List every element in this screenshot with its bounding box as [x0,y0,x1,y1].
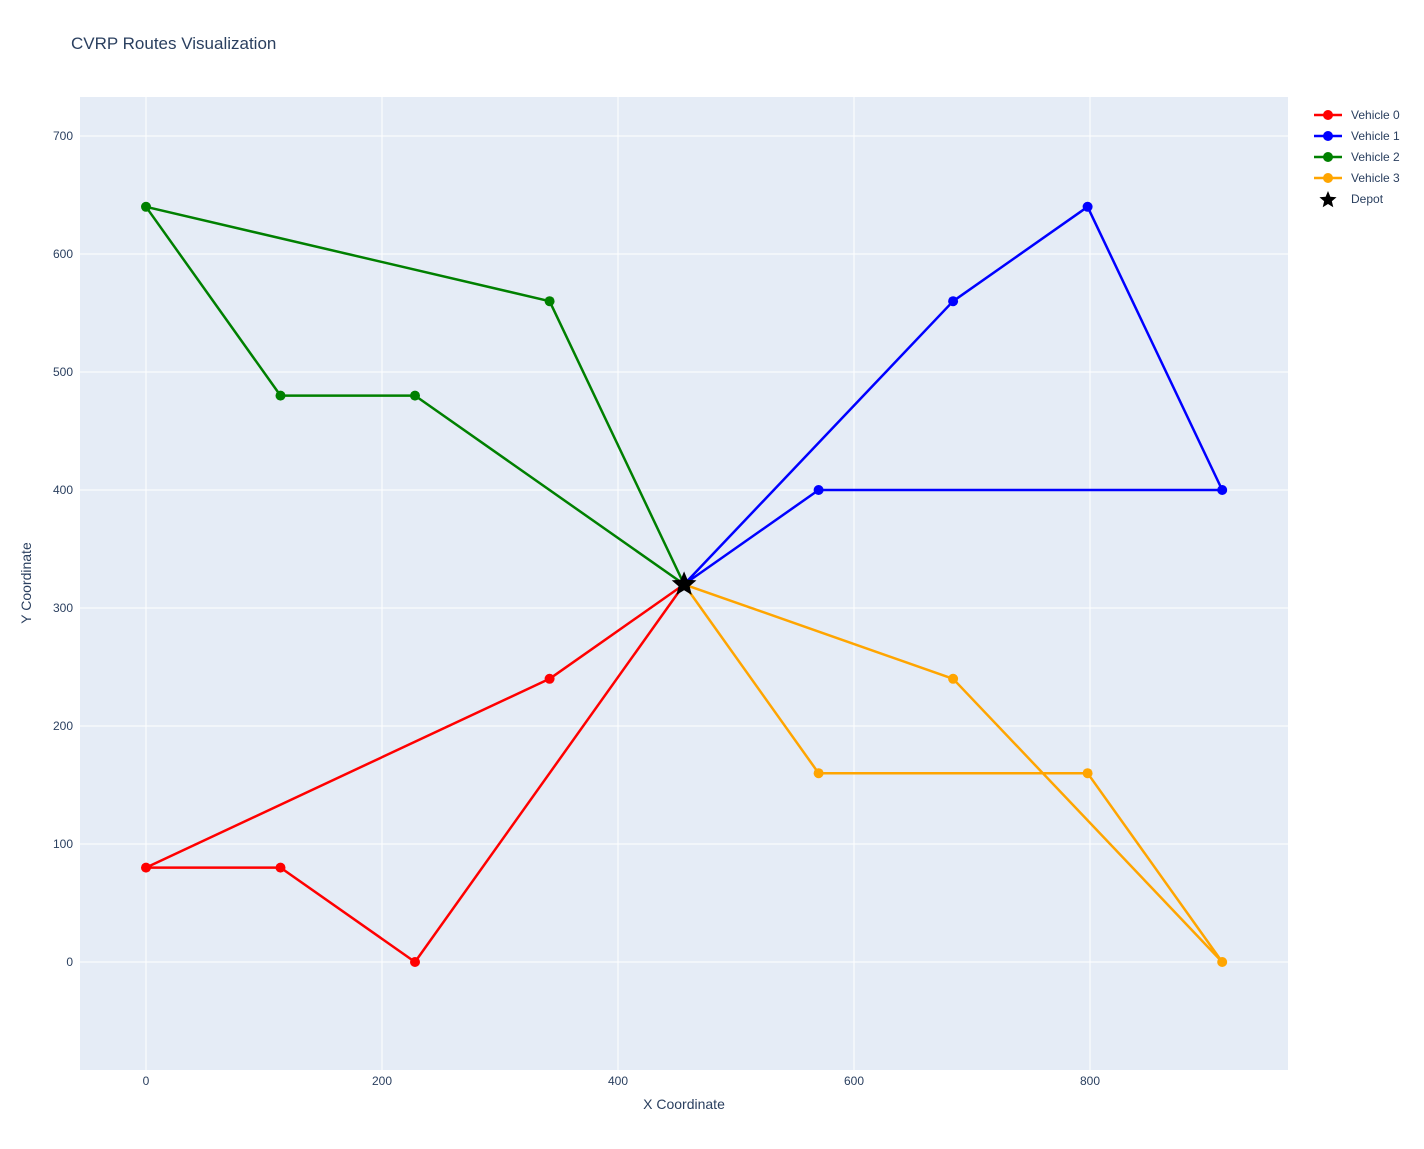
route-marker-vehicle-2-2 [141,201,151,212]
y-axis-title: Y Coordinate [18,542,34,624]
legend-line-dot-icon [1314,151,1342,162]
route-marker-vehicle-3-1 [813,768,824,779]
route-marker-vehicle-3-3 [1217,957,1228,967]
depot-marker [671,571,697,595]
legend-line-dot-icon [1314,172,1342,183]
x-tick-label-600: 600 [843,1074,865,1088]
legend-label: Vehicle 3 [1351,170,1400,185]
y-tick-label-200: 200 [52,719,73,733]
route-line-vehicle-3 [683,583,1224,964]
legend-label: Vehicle 0 [1351,107,1400,122]
legend-item-vehicle-2[interactable]: Vehicle 2 [1312,146,1400,167]
route-marker-vehicle-3-4 [948,673,959,684]
route-marker-vehicle-0-2 [141,862,151,873]
route-marker-vehicle-3-2 [1082,768,1093,779]
route-marker-vehicle-1-1 [813,485,824,495]
chart-title: CVRP Routes Visualization [71,34,277,53]
legend-star-icon [1319,190,1337,207]
route-line-vehicle-1 [683,205,1224,586]
route-marker-vehicle-0-3 [275,862,286,873]
x-axis-title: X Coordinate [643,1096,725,1112]
route-marker-vehicle-0-4 [410,957,420,967]
legend-item-depot[interactable]: Depot [1312,188,1400,209]
legend-line-dot-icon [1314,130,1342,141]
legend-label: Vehicle 2 [1351,149,1400,164]
route-line-vehicle-2 [144,205,686,586]
route-marker-vehicle-0-1 [544,673,555,684]
x-tick-label-200: 200 [371,1074,393,1088]
legend-item-vehicle-3[interactable]: Vehicle 3 [1312,167,1400,188]
y-tick-label-0: 0 [66,955,73,969]
x-tick-label-800: 800 [1079,1074,1101,1088]
legend-item-vehicle-0[interactable]: Vehicle 0 [1312,104,1400,125]
legend-label: Vehicle 1 [1351,128,1400,143]
y-tick-label-500: 500 [52,365,73,379]
legend-line-dot-icon [1314,109,1342,120]
y-tick-label-400: 400 [52,483,73,497]
y-tick-label-300: 300 [52,601,73,615]
route-marker-vehicle-1-3 [1082,201,1093,212]
route-marker-vehicle-2-3 [275,390,286,401]
route-line-vehicle-0 [144,583,686,964]
x-tick-label-400: 400 [607,1074,629,1088]
legend-label: Depot [1351,191,1384,206]
x-tick-label-0: 0 [142,1074,150,1088]
legend-item-vehicle-1[interactable]: Vehicle 1 [1312,125,1400,146]
route-marker-vehicle-2-4 [410,390,420,401]
y-tick-label-600: 600 [52,247,73,261]
route-marker-vehicle-2-1 [544,296,555,307]
route-marker-vehicle-1-2 [1217,485,1228,495]
y-tick-label-700: 700 [52,129,73,143]
route-marker-vehicle-1-4 [948,296,959,307]
y-tick-label-100: 100 [52,837,73,851]
legend: Vehicle 0 Vehicle 1 Vehicle 2 Vehicle 3 Depo… [1312,104,1400,209]
